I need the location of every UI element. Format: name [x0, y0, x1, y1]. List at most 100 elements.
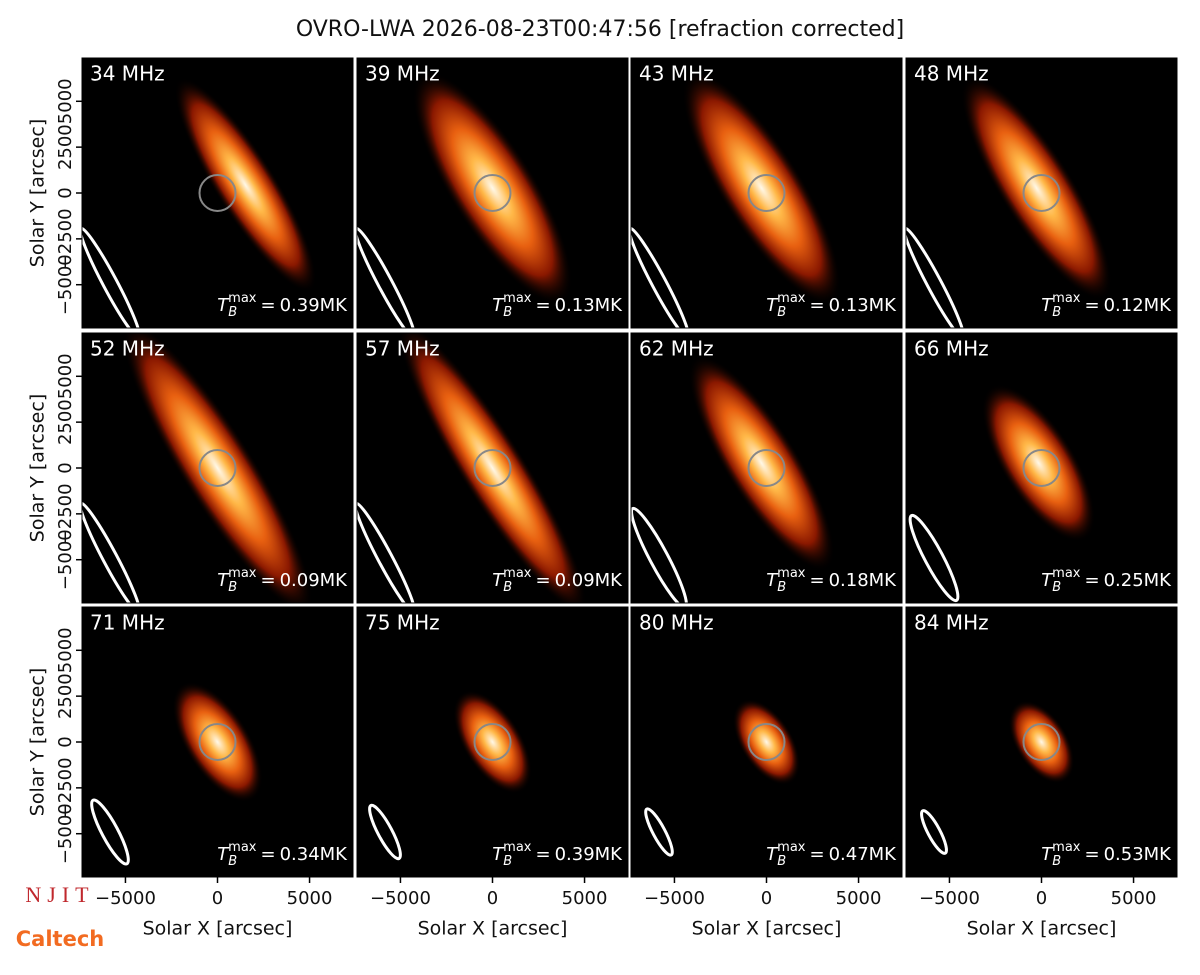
annotation-part: T — [492, 844, 505, 865]
tb-max-annotation: TBmax = 0.47MK — [766, 840, 897, 869]
tb-max-annotation: TBmax = 0.34MK — [217, 840, 348, 869]
annotation-part: 0.53MK — [1104, 844, 1173, 865]
annotation-part: T — [217, 844, 230, 865]
panel-label: 48 MHz — [914, 62, 989, 86]
x-tick-label: 5000 — [562, 888, 608, 909]
emission — [172, 681, 263, 803]
y-tick-label: 5000 — [55, 78, 76, 124]
solar-disk — [473, 174, 512, 212]
annotation-part: = — [535, 295, 550, 316]
annotation-part: T — [766, 844, 779, 865]
x-tick-label: 5000 — [287, 888, 333, 909]
annotation-part: B — [777, 305, 786, 320]
panel-label: 39 MHz — [365, 62, 440, 86]
panel: 84 MHz TBmax = 0.53MK −5000 0 5000 Solar X [arc… — [905, 606, 1178, 940]
y-tick-label: −2500 — [55, 208, 76, 269]
beam — [82, 501, 142, 603]
y-tick-label: 2500 — [55, 673, 76, 719]
panel-frame — [905, 332, 1178, 604]
annotation-part: = — [809, 295, 824, 316]
annotation-part: 0.34MK — [280, 844, 349, 865]
panel: 48 MHz TBmax = 0.12MK — [905, 57, 1178, 329]
annotation-part: B — [1052, 305, 1061, 320]
annotation-part: max — [777, 566, 806, 581]
beam — [357, 501, 417, 603]
annotation-part: max — [503, 566, 532, 581]
beam — [644, 807, 674, 857]
y-tick-label: −2500 — [55, 483, 76, 544]
y-tick-label: 5000 — [55, 353, 76, 399]
x-tick-label: 5000 — [1111, 888, 1157, 909]
x-axis-label: Solar X [arcsec] — [967, 918, 1117, 940]
tb-max-annotation: TBmax = 0.09MK — [217, 566, 348, 595]
x-tick-label: −5000 — [644, 888, 705, 909]
annotation-part: max — [228, 840, 257, 855]
annotation-part: = — [1084, 570, 1099, 591]
panel: 62 MHz TBmax = 0.18MK — [630, 332, 903, 604]
annotation-part: = — [535, 844, 550, 865]
logo-njit: NJIT — [25, 882, 94, 907]
solar-disk — [747, 723, 786, 761]
annotation-part: 0.13MK — [829, 295, 898, 316]
logo-caltech: Caltech — [16, 927, 104, 951]
y-tick-label: 2500 — [55, 399, 76, 445]
solar-disk — [198, 723, 237, 761]
panel: 39 MHz TBmax = 0.13MK — [356, 57, 629, 329]
tb-max-annotation: TBmax = 0.39MK — [217, 291, 348, 320]
annotation-part: T — [1041, 295, 1054, 316]
x-tick-label: 0 — [487, 888, 498, 909]
solar-disk — [1022, 723, 1061, 761]
panel-label: 75 MHz — [365, 611, 440, 635]
tb-max-annotation: TBmax = 0.12MK — [1041, 291, 1172, 320]
y-tick-label: 5000 — [55, 627, 76, 673]
beam — [368, 803, 402, 861]
tb-max-annotation: TBmax = 0.18MK — [766, 566, 897, 595]
solar-disk — [1022, 449, 1061, 487]
annotation-part: = — [260, 570, 275, 591]
beam — [82, 226, 142, 328]
panel-frame — [905, 57, 1178, 329]
annotation-part: max — [503, 840, 532, 855]
panel-image — [357, 333, 628, 603]
annotation-part: B — [228, 305, 237, 320]
emission — [398, 333, 587, 603]
annotation-part: B — [503, 305, 512, 320]
annotation-part: 0.39MK — [280, 295, 349, 316]
beam — [908, 513, 960, 603]
panel-frame — [356, 57, 629, 329]
panel-label: 84 MHz — [914, 611, 989, 635]
x-tick-label: −5000 — [370, 888, 431, 909]
x-tick-label: −5000 — [919, 888, 980, 909]
annotation-part: B — [228, 854, 237, 869]
annotation-part: 0.18MK — [829, 570, 898, 591]
panel-label: 34 MHz — [90, 62, 165, 86]
panel-image — [906, 58, 1177, 328]
emission — [412, 71, 573, 305]
solar-disk — [198, 449, 237, 487]
beam — [90, 798, 130, 866]
annotation-part: = — [260, 844, 275, 865]
tb-max-annotation: TBmax = 0.25MK — [1041, 566, 1172, 595]
panel: 71 MHz TBmax = 0.34MK −5000 0 5000 Solar X [arc… — [27, 606, 354, 940]
y-tick-label: −5000 — [55, 803, 76, 864]
x-tick-label: 0 — [1036, 888, 1047, 909]
x-axis-label: Solar X [arcsec] — [692, 918, 842, 940]
panel-label: 52 MHz — [90, 337, 165, 361]
panel: 43 MHz TBmax = 0.13MK — [630, 57, 903, 329]
emission — [682, 71, 841, 305]
beam — [920, 809, 948, 855]
annotation-part: T — [217, 570, 230, 591]
tb-max-annotation: TBmax = 0.53MK — [1041, 840, 1172, 869]
annotation-part: 0.39MK — [555, 844, 624, 865]
panel-frame — [630, 332, 903, 604]
panel-label: 80 MHz — [639, 611, 714, 635]
panel: 80 MHz TBmax = 0.47MK −5000 0 5000 Solar X [arc… — [630, 606, 903, 940]
x-axis-label: Solar X [arcsec] — [418, 918, 568, 940]
panel: 57 MHz TBmax = 0.09MK — [356, 332, 629, 604]
emission — [122, 333, 313, 603]
annotation-part: B — [228, 580, 237, 595]
x-tick-label: 5000 — [836, 888, 882, 909]
